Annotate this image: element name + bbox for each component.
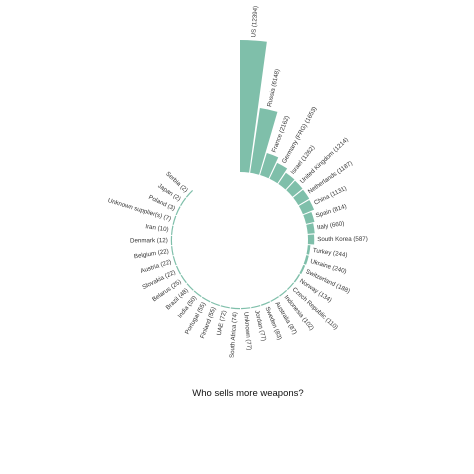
bar [180,197,187,206]
bar-label: Iran (10) [145,223,169,233]
bar [261,301,271,306]
bar [185,189,194,198]
bar [186,283,194,291]
bar [286,282,295,291]
bar [175,206,181,216]
bar-label: South Korea (587) [317,236,368,243]
bar-label: Germany (FRG) (1653) [281,106,319,165]
bar [250,108,278,175]
bar [170,235,173,246]
bar [251,304,261,309]
bar [180,274,187,284]
bar [172,256,177,266]
bar [279,289,288,297]
bar-label: Jordan (77) [253,309,267,341]
bar [307,234,315,245]
bar [306,223,315,234]
bar [299,264,306,275]
bar [201,296,211,303]
bar-label: Turkey (244) [312,247,347,259]
bar-label: Russia (6148) [266,68,281,107]
bar [260,153,279,179]
bar [210,301,220,307]
bar [220,305,230,309]
bar-label: South Africa (74) [229,312,239,358]
bar [230,307,240,310]
bar [293,274,301,283]
bar [303,211,315,224]
bar [269,162,288,184]
bar [171,246,174,256]
bar [286,180,303,197]
bar-label: Unknown (77) [242,312,252,351]
bars-group [170,40,315,310]
bar [293,189,310,206]
bar [303,255,309,265]
chart-title: Who sells more weapons? [192,388,303,399]
labels-group: US (12394)Russia (6148)France (2162)Germ… [107,6,368,359]
bar [170,225,174,235]
bar [278,172,295,190]
bar [241,307,251,310]
bar [193,290,202,298]
bar [172,215,177,225]
bar-label: UAE (72) [216,310,228,336]
bar-label: Spain (814) [315,203,348,219]
bar [298,199,315,215]
bar [306,245,311,255]
bar [240,40,267,173]
bar [270,296,279,302]
bar-label: Denmark (12) [130,237,168,244]
bar [175,265,182,275]
bar-label: Italy (660) [317,220,345,231]
bar-label: US (12394) [250,6,259,38]
bar-label: Belgium (22) [134,248,170,260]
